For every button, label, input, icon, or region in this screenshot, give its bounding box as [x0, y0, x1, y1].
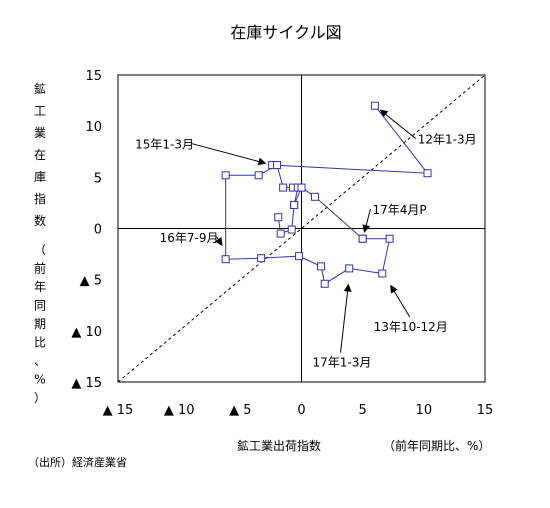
- y-label-char: 指: [34, 191, 46, 206]
- data-point: [221, 255, 230, 264]
- y-unit-char: %: [34, 373, 45, 387]
- data-point: [370, 101, 379, 110]
- data-point: [345, 264, 354, 273]
- data-point: [378, 269, 387, 278]
- annotation-label: 13年10-12月: [374, 320, 448, 334]
- y-label-char: 業: [34, 126, 46, 140]
- data-point: [257, 254, 266, 263]
- y-label-char: 工: [34, 104, 46, 118]
- data-point: [423, 169, 432, 178]
- y-label-char: 数: [34, 213, 46, 228]
- annotation-label: 16年7-9月: [160, 231, 219, 245]
- data-point: [297, 183, 306, 192]
- annotations: 12年1-3月 15年1-3月 17年4月P 16年7-9月 13年10-12月 17年1…: [135, 109, 477, 370]
- annotation-arrow: [362, 209, 371, 233]
- annotation-label: 17年1-3月: [313, 356, 372, 370]
- series-layer: [221, 101, 432, 288]
- annotation-arrow: [379, 109, 417, 139]
- y-tick-label: 15: [85, 69, 102, 84]
- annotation-arrow: [214, 236, 223, 246]
- chart-title: 在庫サイクル図: [230, 23, 341, 42]
- zero-axes: [117, 74, 486, 383]
- data-point: [358, 234, 367, 243]
- y-tick-label: 10: [85, 120, 102, 135]
- series-line-0: [225, 105, 429, 285]
- x-tick-labels: ▲ 15 ▲ 10 ▲ 5 0 5 10 15: [103, 403, 494, 418]
- y-axis-unit: （ 前年同期比、% ）: [34, 243, 46, 405]
- y-unit-char: （: [34, 243, 46, 257]
- x-axis-unit: （前年同期比、%）: [383, 438, 490, 453]
- x-tick-label: 0: [297, 403, 305, 418]
- annotation-label: 12年1-3月: [418, 133, 477, 147]
- annotation-label: 17年4月P: [372, 203, 426, 217]
- data-point: [221, 171, 230, 180]
- x-axis-label: 鉱工業出荷指数: [237, 438, 321, 453]
- data-point: [254, 171, 263, 180]
- y-label-char: 在: [34, 148, 46, 162]
- y-unit-char: 、: [34, 354, 46, 368]
- x-tick-label: ▲ 5: [229, 403, 251, 418]
- reference-line: [117, 74, 486, 383]
- annotation-label: 15年1-3月: [135, 138, 194, 152]
- y-tick-labels: 15 10 5 0 ▲ 5 ▲ 10 ▲ 15: [71, 69, 102, 391]
- y-tick-label: 0: [94, 223, 102, 238]
- y-unit-char: 比: [34, 336, 46, 350]
- annotation-arrow: [191, 143, 267, 166]
- y-label-char: 庫: [34, 170, 46, 184]
- y-unit-char: 前: [34, 261, 46, 276]
- data-point: [276, 229, 285, 238]
- data-point: [287, 225, 296, 234]
- x-tick-label: ▲ 15: [103, 403, 134, 418]
- y-unit-char: 年: [34, 280, 46, 294]
- data-point: [317, 262, 326, 271]
- x-tick-label: 15: [477, 403, 494, 418]
- y-tick-label: ▲ 5: [80, 274, 102, 289]
- y-unit-char: ）: [34, 391, 46, 405]
- source-note: （出所）経済産業省: [28, 455, 127, 469]
- y-tick-label: 5: [94, 171, 102, 186]
- data-point: [310, 192, 319, 201]
- data-point: [385, 234, 394, 243]
- data-point: [320, 279, 329, 288]
- x-tick-label: 5: [359, 403, 367, 418]
- annotation-arrow: [390, 284, 411, 318]
- y-label-char: 鉱: [34, 81, 46, 96]
- data-point: [273, 161, 282, 170]
- annotation-arrow: [340, 283, 352, 353]
- data-point: [274, 213, 283, 222]
- data-point: [295, 252, 304, 261]
- y-unit-char: 期: [34, 317, 46, 331]
- data-point: [279, 183, 288, 192]
- y-tick-label: ▲ 15: [71, 376, 102, 391]
- data-point: [290, 200, 299, 209]
- x-tick-label: 10: [416, 403, 433, 418]
- x-tick-label: ▲ 10: [164, 403, 195, 418]
- y-unit-char: 同: [34, 299, 46, 313]
- y-tick-label: ▲ 10: [71, 325, 102, 340]
- series-line-2: [277, 204, 295, 235]
